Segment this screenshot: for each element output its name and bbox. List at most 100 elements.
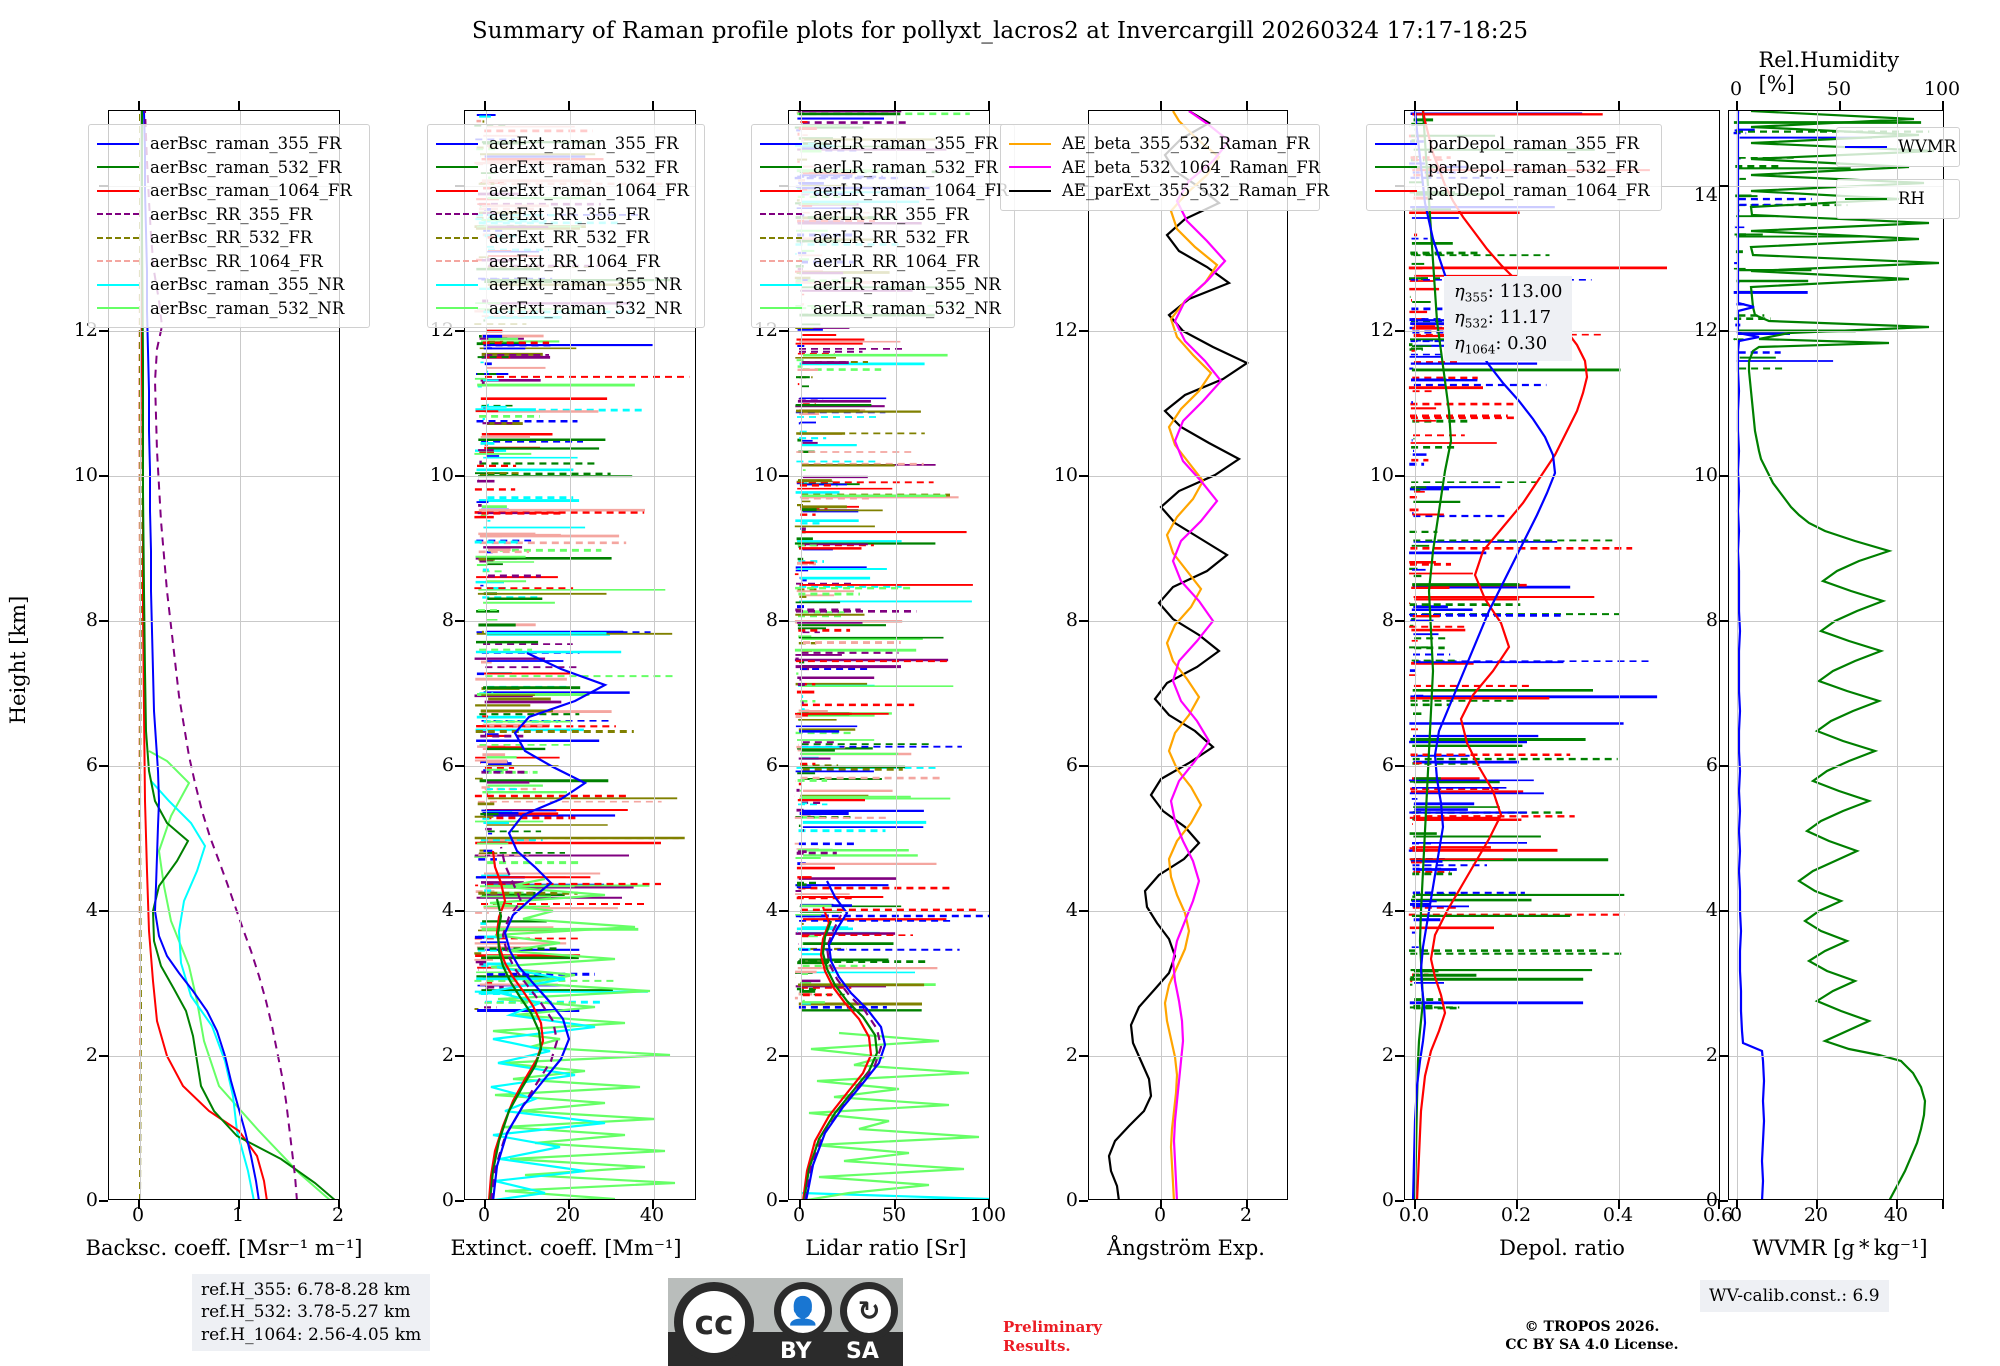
- legend-item[interactable]: parDepol_raman_532_FR: [1375, 156, 1651, 180]
- legend-item[interactable]: aerLR_RR_1064_FR: [760, 250, 1004, 274]
- xaxis-title-extinction: Extinct. coeff. [Mm⁻¹]: [450, 1236, 682, 1260]
- legend-swatch-icon: [436, 236, 478, 239]
- legend-item[interactable]: parDepol_raman_355_FR: [1375, 132, 1651, 156]
- ytick-10: [1079, 475, 1088, 477]
- legend-label: aerExt_RR_355_FR: [489, 204, 650, 224]
- legend-depolarization[interactable]: parDepol_raman_355_FR parDepol_raman_532_…: [1366, 124, 1662, 211]
- legend-item[interactable]: aerLR_raman_532_FR: [760, 156, 1004, 180]
- xticklabel-lr-0: 0: [792, 1204, 806, 1226]
- cc-letters: cc: [683, 1291, 745, 1353]
- legend-item[interactable]: aerExt_raman_1064_FR: [436, 179, 694, 203]
- legend-label: aerBsc_raman_355_FR: [150, 134, 342, 154]
- yticklabel-dep-6: 6: [1381, 754, 1394, 776]
- xtick-20: [1816, 1200, 1818, 1209]
- cc-sa-label: SA: [846, 1339, 879, 1364]
- legend-item[interactable]: aerExt_raman_355_FR: [436, 132, 694, 156]
- gridline-y2: [789, 1056, 989, 1057]
- xtick-top-40: [652, 101, 654, 110]
- legend-item[interactable]: RH: [1845, 187, 1949, 211]
- legend-item[interactable]: aerBsc_RR_1064_FR: [97, 250, 359, 274]
- legend-item[interactable]: aerBsc_raman_1064_FR: [97, 179, 359, 203]
- ytick-2: [779, 1055, 788, 1057]
- legend-lidar-ratio[interactable]: aerLR_raman_355_FR aerLR_raman_532_FR aerL…: [751, 124, 1015, 328]
- panel-angstrom: [1079, 101, 1288, 1209]
- ytick-6: [1079, 765, 1088, 767]
- gridline-y4: [109, 911, 339, 912]
- legend-item[interactable]: aerBsc_raman_355_NR: [97, 273, 359, 297]
- legend-wvmr[interactable]: WVMR: [1836, 127, 1960, 167]
- legend-item[interactable]: aerLR_RR_532_FR: [760, 226, 1004, 250]
- legend-label: AE_beta_532_1064_Raman_FR: [1062, 157, 1321, 177]
- legend-item[interactable]: aerBsc_raman_532_NR: [97, 297, 359, 321]
- xticklabel-ae-0: 0: [1153, 1204, 1167, 1226]
- legend-item[interactable]: aerLR_raman_1064_FR: [760, 179, 1008, 203]
- xticklabel-wv-1: 20: [1803, 1204, 1829, 1226]
- legend-item[interactable]: AE_beta_532_1064_Raman_FR: [1009, 156, 1320, 180]
- legend-label: parDepol_raman_355_FR: [1428, 134, 1640, 154]
- ytick-12: [455, 330, 464, 332]
- legend-backscatter[interactable]: aerBsc_raman_355_FR aerBsc_raman_532_FR ae…: [88, 124, 370, 328]
- xtick-0: [138, 1200, 140, 1209]
- angstrom-curves: [1107, 111, 1250, 1199]
- legend-rh[interactable]: RH: [1836, 179, 1960, 219]
- legend-item[interactable]: aerBsc_RR_355_FR: [97, 203, 359, 227]
- legend-item[interactable]: aerBsc_raman_355_FR: [97, 132, 359, 156]
- ytick-10: [779, 475, 788, 477]
- xticklabel-ext-1: 20: [555, 1204, 581, 1226]
- xtick-top-0: [138, 101, 140, 110]
- legend-label: aerLR_raman_355_FR: [813, 134, 998, 154]
- xtick-top-20: [568, 101, 570, 110]
- gridline-y10: [1729, 476, 1943, 477]
- legend-item[interactable]: aerExt_RR_355_FR: [436, 203, 694, 227]
- legend-item[interactable]: aerExt_raman_355_NR: [436, 273, 694, 297]
- xticklabel-bsc-1: 1: [231, 1204, 245, 1226]
- ytick-2: [1719, 1055, 1728, 1057]
- yticklabel-dep-2: 2: [1381, 1044, 1394, 1066]
- legend-item[interactable]: AE_parExt_355_532_Raman_FR: [1009, 179, 1329, 203]
- legend-swatch-icon: [1845, 197, 1887, 200]
- legend-swatch-icon: [97, 189, 139, 192]
- xticklabel-ae-1: 2: [1239, 1204, 1253, 1226]
- ytick-0: [1395, 1200, 1404, 1202]
- legend-item[interactable]: aerExt_RR_1064_FR: [436, 250, 694, 274]
- legend-swatch-icon: [436, 166, 478, 169]
- legend-item[interactable]: AE_beta_355_532_Raman_FR: [1009, 132, 1310, 156]
- legend-extinction[interactable]: aerExt_raman_355_FR aerExt_raman_532_FR ae…: [427, 124, 705, 328]
- yticklabel-wv-6: 6: [1705, 754, 1718, 776]
- legend-item[interactable]: aerExt_raman_532_NR: [436, 297, 694, 321]
- legend-item[interactable]: parDepol_raman_1064_FR: [1375, 179, 1651, 203]
- gridline-x2: [1247, 111, 1248, 1199]
- plot-area-wvmr-rh[interactable]: [1728, 110, 1944, 1200]
- legend-swatch-icon: [436, 142, 478, 145]
- legend-item[interactable]: WVMR: [1845, 135, 1956, 159]
- xaxis-title-backscatter: Backsc. coeff. [Msr⁻¹ m⁻¹]: [85, 1236, 363, 1260]
- yticklabel-lr-2: 2: [765, 1044, 778, 1066]
- legend-item[interactable]: aerLR_RR_355_FR: [760, 203, 1004, 227]
- legend-label: aerBsc_RR_532_FR: [150, 228, 313, 248]
- gridline-y8: [109, 621, 339, 622]
- reference-height-box: ref.H_355: 6.78-8.28 km ref.H_532: 3.78-…: [192, 1274, 431, 1352]
- cc-license-logo[interactable]: cc 👤 ↻ BY SA: [668, 1278, 903, 1366]
- yticklabel-wv-10: 10: [1693, 464, 1718, 486]
- xtick-0: [799, 1200, 801, 1209]
- ytick-8: [99, 620, 108, 622]
- legend-item[interactable]: aerLR_raman_532_NR: [760, 297, 1004, 321]
- legend-item[interactable]: aerBsc_RR_532_FR: [97, 226, 359, 250]
- legend-item[interactable]: aerLR_raman_355_FR: [760, 132, 1004, 156]
- legend-angstrom[interactable]: AE_beta_355_532_Raman_FR AE_beta_532_1064…: [1000, 124, 1329, 211]
- legend-item[interactable]: aerExt_RR_532_FR: [436, 226, 694, 250]
- ytick-6: [1719, 765, 1728, 767]
- yticklabel-8: 8: [85, 609, 98, 631]
- plot-area-depolarization[interactable]: [1404, 110, 1720, 1200]
- ytick-12: [1395, 330, 1404, 332]
- gridline-y4: [465, 911, 695, 912]
- plot-area-angstrom[interactable]: [1088, 110, 1288, 1200]
- legend-item[interactable]: aerLR_raman_355_NR: [760, 273, 1004, 297]
- legend-swatch-icon: [760, 213, 802, 216]
- xtick-40: [652, 1200, 654, 1209]
- person-glyph: 👤: [781, 1289, 825, 1333]
- legend-item[interactable]: aerBsc_raman_532_FR: [97, 156, 359, 180]
- xtick-50: [894, 1200, 896, 1209]
- legend-item[interactable]: aerExt_raman_532_FR: [436, 156, 694, 180]
- xticklabel-ext-0: 0: [477, 1204, 491, 1226]
